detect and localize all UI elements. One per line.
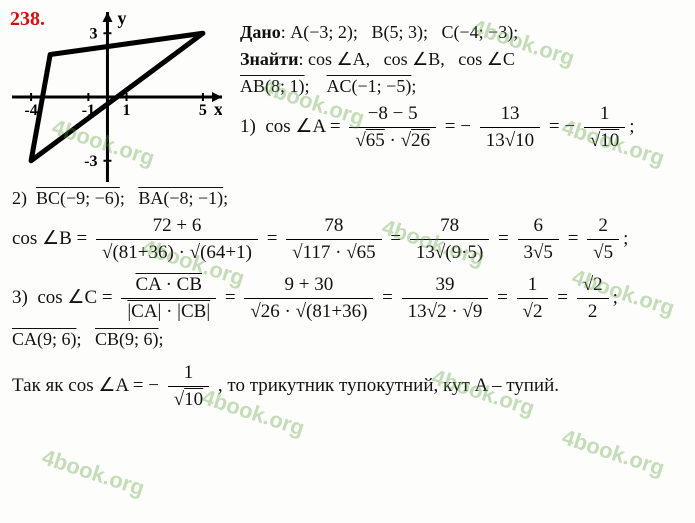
vectors-ca-cb: CA(9; 6); CB(9; 6); (12, 329, 683, 350)
frac-num: CA · CB (121, 274, 216, 299)
frac-3a: 9 + 30 √26 · √(81+36) (244, 274, 373, 323)
conclusion-a: Так як cos ∠A = − (12, 375, 159, 396)
step1-label: 1) (240, 116, 256, 137)
svg-text:y: y (117, 12, 126, 28)
sqrt: 65 (366, 130, 385, 151)
frac-den: √5 (587, 240, 619, 264)
svg-text:5: 5 (199, 102, 207, 119)
frac-num: 39 (402, 274, 489, 299)
frac-num: 72 + 6 (96, 215, 258, 240)
frac-den: √117 · √65 (286, 240, 381, 264)
frac-3r: CA · CB |CA| · |CB| (121, 274, 216, 323)
given-label: Дано (240, 22, 281, 42)
frac-den: 3√5 (518, 240, 559, 264)
step2-lhs: cos ∠B (12, 228, 72, 249)
step-2-vectors: 2) BC(−9; −6); BA(−8; −1); (12, 188, 683, 209)
svg-text:3: 3 (89, 25, 97, 42)
frac-den: √10 (584, 128, 625, 152)
frac-1c: 1 √10 (584, 103, 625, 152)
point-B: B(5; 3) (371, 22, 423, 42)
frac-den: √65 · √26 (349, 128, 436, 152)
watermark-text: 4book.org (559, 424, 668, 482)
sqrt: 10 (184, 389, 203, 410)
find-cosA: cos ∠A (308, 49, 366, 69)
find-label: Знайти (240, 49, 298, 69)
frac-num: 2 (587, 215, 619, 240)
vec-BA: BA(−8; −1) (138, 188, 223, 208)
step-3: 3) cos ∠C = CA · CB |CA| · |CB| = 9 + 30… (12, 274, 683, 323)
frac-num: 78 (286, 215, 381, 240)
svg-text:x: x (214, 99, 222, 119)
vectors-ab-ac: AB(8; 1); AC(−1; −5); (240, 76, 683, 97)
coordinate-graph: -4-115-33xy (12, 12, 222, 182)
sqrt: 26 (411, 130, 430, 151)
frac-3c: 1 √2 (517, 274, 549, 323)
step1-lhs: cos ∠A (265, 116, 325, 137)
find-cosB: cos ∠B (384, 49, 441, 69)
frac-num: −8 − 5 (349, 103, 436, 128)
frac-2e: 2 √5 (587, 215, 619, 264)
frac-den: √2 (517, 299, 549, 323)
step-1: 1) cos ∠A = −8 − 5 √65 · √26 = − 13 13√1… (240, 103, 683, 152)
frac-den: 13√(9·5) (410, 240, 489, 264)
step2-label: 2) (12, 188, 27, 208)
vec-CA: CA(9; 6) (12, 329, 77, 349)
given-line: Дано: A(−3; 2); B(5; 3); C(−4; −3); (240, 22, 683, 43)
frac-num: √2 (577, 274, 609, 299)
frac-den: 2 (577, 299, 609, 323)
conclusion: Так як cos ∠A = − 1 √10 , то трикутник т… (12, 362, 683, 411)
frac-num: 9 + 30 (244, 274, 373, 299)
frac-den: √10 (168, 387, 209, 411)
vec-AB: AB(8; 1) (240, 76, 305, 96)
frac-concl: 1 √10 (168, 362, 209, 411)
frac-num: 1 (584, 103, 625, 128)
point-C: C(−4; −3) (441, 22, 513, 42)
sqrt: 10 (600, 130, 619, 151)
frac-1b: 13 13√10 (480, 103, 540, 152)
frac-num: 78 (410, 215, 489, 240)
frac-1a: −8 − 5 √65 · √26 (349, 103, 436, 152)
step3-label: 3) (12, 287, 28, 308)
frac-den: √26 · √(81+36) (244, 299, 373, 323)
frac-2a: 72 + 6 √(81+36) · √(64+1) (96, 215, 258, 264)
frac-num: 13 (480, 103, 540, 128)
frac-den: 13√2 · √9 (402, 299, 489, 323)
frac-num: 6 (518, 215, 559, 240)
vec-BC: BC(−9; −6) (36, 188, 120, 208)
frac-2d: 6 3√5 (518, 215, 559, 264)
frac-2c: 78 13√(9·5) (410, 215, 489, 264)
vec-CB: CB(9; 6) (95, 329, 159, 349)
point-A: A(−3; 2) (290, 22, 353, 42)
frac-3d: √2 2 (577, 274, 609, 323)
find-line: Знайти: cos ∠A, cos ∠B, cos ∠C (240, 49, 683, 70)
frac-den: √(81+36) · √(64+1) (96, 240, 258, 264)
frac-2b: 78 √117 · √65 (286, 215, 381, 264)
step3-lhs: cos ∠C (37, 287, 97, 308)
frac-num: 1 (517, 274, 549, 299)
svg-text:-3: -3 (84, 153, 97, 170)
watermark-text: 4book.org (39, 444, 148, 502)
step-2-cos: cos ∠B = 72 + 6 √(81+36) · √(64+1) = 78 … (12, 215, 683, 264)
svg-text:-4: -4 (24, 102, 37, 119)
find-cosC: cos ∠C (458, 49, 515, 69)
svg-text:1: 1 (123, 102, 131, 119)
frac-num: 1 (168, 362, 209, 387)
frac-den: |CA| · |CB| (121, 299, 216, 323)
conclusion-b: , то трикутник тупокутний, кут A – тупий… (218, 375, 559, 396)
frac-3b: 39 13√2 · √9 (402, 274, 489, 323)
problem-number: 238. (10, 8, 45, 31)
frac-den: 13√10 (480, 128, 540, 152)
vec-AC: AC(−1; −5) (327, 76, 412, 96)
